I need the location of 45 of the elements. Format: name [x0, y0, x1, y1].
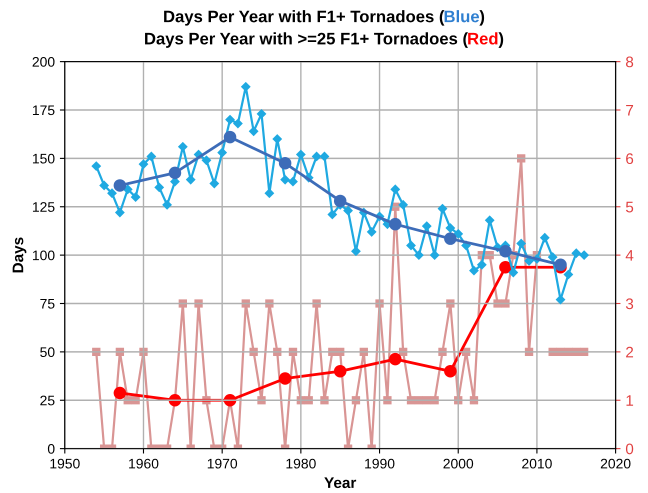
point: [114, 386, 126, 400]
x-tick-label: 2020: [600, 458, 631, 469]
point: [444, 364, 457, 378]
x-tick-label: 2010: [522, 458, 552, 469]
point: [114, 179, 126, 192]
y2-tick-label: 3: [626, 298, 634, 310]
y-tick-label: 50: [40, 347, 55, 358]
point: [499, 260, 512, 274]
point: [389, 218, 402, 230]
y-tick-label: 100: [32, 250, 55, 260]
y-tick-label: 175: [32, 105, 54, 116]
point: [168, 394, 182, 407]
y2-tick-label: 0: [626, 444, 634, 454]
y-tick-label: 25: [40, 396, 54, 406]
x-axis-title: Year: [324, 477, 356, 488]
x-tick-label: 1990: [365, 458, 394, 469]
y-tick-label: 0: [48, 444, 55, 454]
y2-tick-label: 5: [626, 202, 634, 212]
y2-tick-label: 1: [626, 395, 634, 406]
y-tick-label: 150: [32, 154, 55, 164]
point: [334, 364, 346, 378]
point: [334, 194, 346, 208]
point: [389, 352, 402, 366]
point: [278, 156, 292, 170]
x-tick-label: 1960: [129, 458, 158, 469]
x-tick-label: 2000: [443, 458, 474, 469]
chart-title: Days Per Year with F1+ Tornadoes (Blue): [164, 10, 484, 26]
y2-tick-label: 6: [626, 153, 634, 164]
y-axis-title: Days: [12, 237, 26, 272]
point: [278, 372, 292, 385]
x-tick-label: 1970: [208, 458, 238, 469]
y2-tick-label: 7: [626, 105, 634, 116]
point: [444, 232, 457, 245]
chart-subtitle: Days Per Year with >=25 F1+ Tornadoes (Red): [145, 32, 504, 48]
y-tick-label: 75: [40, 298, 54, 309]
point: [499, 245, 512, 258]
x-tick-label: 1980: [286, 458, 316, 469]
x-tick-label: 1950: [50, 458, 80, 469]
y2-tick-label: 4: [626, 250, 634, 261]
y-tick-label: 200: [32, 56, 55, 67]
y2-tick-label: 2: [626, 346, 634, 358]
y2-tick-label: 8: [626, 56, 634, 68]
point: [224, 130, 236, 144]
point: [168, 166, 182, 180]
y-tick-label: 125: [32, 202, 54, 212]
